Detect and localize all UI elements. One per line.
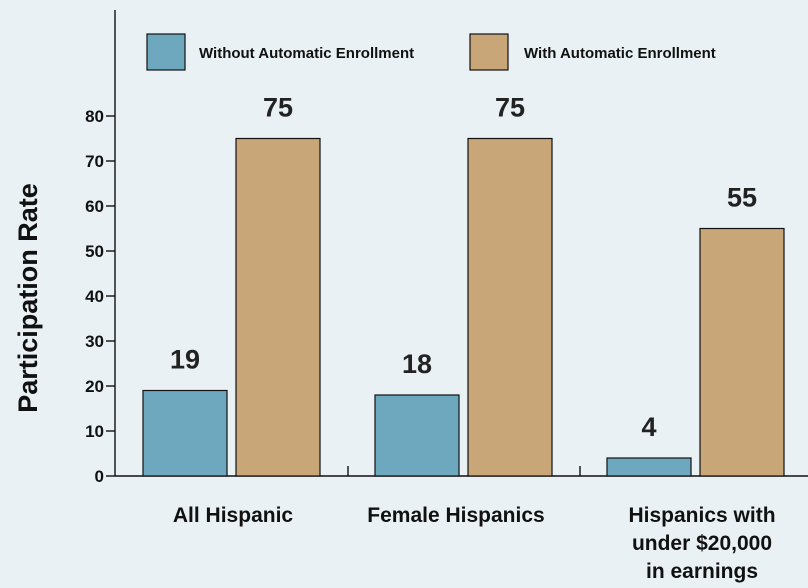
y-axis-ticks: 0 10 20 30 40 50 60 70 80 bbox=[85, 107, 581, 486]
data-label: 75 bbox=[263, 93, 293, 123]
y-tick-label: 50 bbox=[85, 242, 104, 261]
data-label: 55 bbox=[727, 183, 757, 213]
legend-label: With Automatic Enrollment bbox=[524, 45, 716, 62]
legend-swatch bbox=[469, 33, 509, 71]
data-label: 18 bbox=[402, 349, 432, 379]
y-tick-label: 80 bbox=[85, 107, 104, 126]
legend-label: Without Automatic Enrollment bbox=[199, 45, 414, 62]
y-tick-label: 20 bbox=[85, 377, 104, 396]
bars bbox=[142, 137, 785, 477]
y-tick-label: 0 bbox=[95, 467, 104, 486]
value-labels: 19 18 4 75 75 55 bbox=[170, 93, 757, 443]
bar-without-automatic-enrollment bbox=[606, 457, 692, 477]
y-axis-title: Participation Rate bbox=[13, 183, 43, 413]
category-label: All Hispanic bbox=[173, 504, 294, 527]
bar-with-automatic-enrollment bbox=[699, 227, 785, 477]
y-tick-label: 70 bbox=[85, 152, 104, 171]
data-label: 75 bbox=[495, 93, 525, 123]
bar-without-automatic-enrollment bbox=[142, 389, 228, 477]
data-label: 19 bbox=[170, 345, 200, 375]
legend: Without Automatic Enrollment With Automat… bbox=[146, 33, 716, 71]
bar-with-automatic-enrollment bbox=[235, 137, 321, 477]
y-tick-label: 30 bbox=[85, 332, 104, 351]
category-label: Hispanics with under $20,000 in earnings bbox=[628, 504, 775, 583]
y-tick-label: 10 bbox=[85, 422, 104, 441]
category-labels: All Hispanic Female Hispanics Hispanics wi… bbox=[173, 504, 776, 583]
bar-with-automatic-enrollment bbox=[467, 137, 553, 477]
bar-without-automatic-enrollment bbox=[374, 394, 460, 477]
y-tick-label: 40 bbox=[85, 287, 104, 306]
y-tick-label: 60 bbox=[85, 197, 104, 216]
data-label: 4 bbox=[641, 412, 656, 442]
legend-swatch bbox=[146, 33, 186, 71]
category-label: Female Hispanics bbox=[367, 504, 544, 527]
